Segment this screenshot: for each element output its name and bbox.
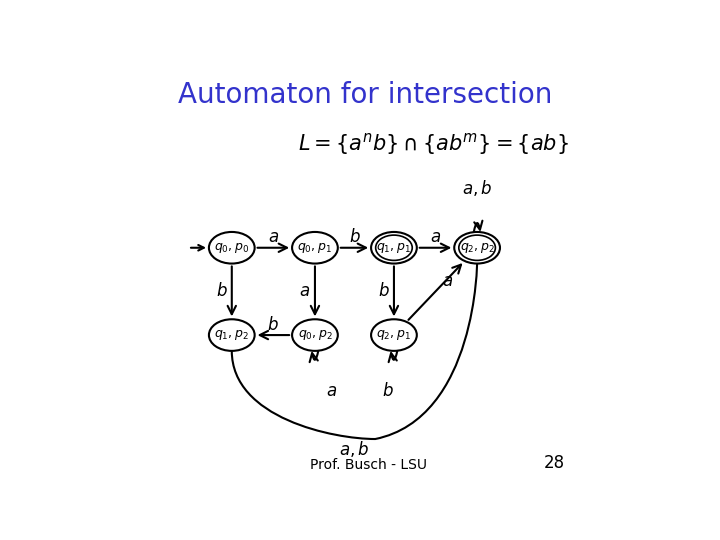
Text: $b$: $b$ <box>348 228 360 246</box>
Text: $q_0, p_2$: $q_0, p_2$ <box>297 328 333 342</box>
Ellipse shape <box>292 319 338 351</box>
Text: $b$: $b$ <box>378 282 390 300</box>
Ellipse shape <box>209 319 255 351</box>
FancyArrowPatch shape <box>474 221 482 232</box>
Text: $q_2, p_1$: $q_2, p_1$ <box>377 328 411 342</box>
Text: $L = \{a^nb\} \cap \{ab^m\} = \{ab\}$: $L = \{a^nb\} \cap \{ab^m\} = \{ab\}$ <box>298 131 569 157</box>
FancyArrowPatch shape <box>310 351 318 362</box>
Text: $b$: $b$ <box>382 382 394 401</box>
Ellipse shape <box>454 232 500 264</box>
Text: $a,b$: $a,b$ <box>462 178 492 198</box>
Text: $q_0, p_0$: $q_0, p_0$ <box>214 241 249 255</box>
Text: $q_1, p_1$: $q_1, p_1$ <box>377 241 411 255</box>
Text: $a$: $a$ <box>443 273 454 289</box>
Text: $q_1, p_2$: $q_1, p_2$ <box>215 328 249 342</box>
Text: 28: 28 <box>544 454 564 472</box>
Text: $a$: $a$ <box>268 229 279 246</box>
Ellipse shape <box>371 319 417 351</box>
Text: $a$: $a$ <box>299 283 310 300</box>
Text: Prof. Busch - LSU: Prof. Busch - LSU <box>310 458 428 472</box>
Text: $q_0, p_1$: $q_0, p_1$ <box>297 241 333 255</box>
Text: $a$: $a$ <box>326 383 337 400</box>
FancyArrowPatch shape <box>389 351 397 362</box>
Ellipse shape <box>292 232 338 264</box>
Text: $b$: $b$ <box>268 316 279 334</box>
Text: $a,b$: $a,b$ <box>339 440 369 460</box>
Text: $a$: $a$ <box>430 229 441 246</box>
Text: Automaton for intersection: Automaton for intersection <box>178 82 552 110</box>
Ellipse shape <box>371 232 417 264</box>
Text: $b$: $b$ <box>215 282 228 300</box>
Text: $q_2, p_2$: $q_2, p_2$ <box>459 241 495 255</box>
Ellipse shape <box>209 232 255 264</box>
